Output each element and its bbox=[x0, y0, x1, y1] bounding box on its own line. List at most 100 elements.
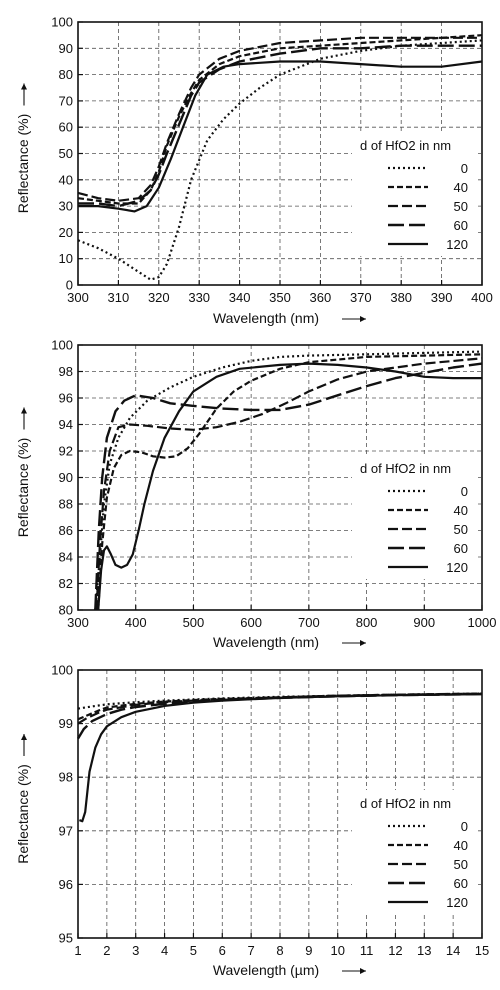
series-line-60 bbox=[76, 692, 483, 740]
y-tick-label: 84 bbox=[59, 550, 73, 565]
series-line-120 bbox=[78, 60, 483, 213]
chart-panel-1: 300 310 320 330 340 350 360 370 380 390 4000102030… bbox=[15, 15, 493, 327]
x-tick-label: 6 bbox=[219, 943, 226, 958]
y-axis-arrowhead-icon bbox=[21, 407, 27, 414]
legend-label-50: 50 bbox=[454, 522, 468, 537]
x-tick-label: 8 bbox=[276, 943, 283, 958]
x-tick-label: 2 bbox=[103, 943, 110, 958]
y-tick-label: 100 bbox=[51, 15, 73, 30]
x-tick-label: 11 bbox=[360, 943, 374, 958]
legend-label-60: 60 bbox=[454, 541, 468, 556]
x-tick-label: 310 bbox=[108, 290, 130, 305]
chart-panel-3: 1 2 3 4 5 6 7 8 9 10 11 12 13 14 159596979899100Wavele… bbox=[15, 663, 489, 979]
x-tick-label: 350 bbox=[269, 290, 291, 305]
legend-label-0: 0 bbox=[461, 161, 468, 176]
legend-background bbox=[352, 790, 478, 914]
y-tick-label: 70 bbox=[59, 93, 73, 108]
y-axis-label: Reflectance (%) bbox=[15, 114, 31, 214]
y-tick-label: 0 bbox=[66, 278, 73, 293]
legend-label-0: 0 bbox=[461, 819, 468, 834]
x-tick-label: 13 bbox=[417, 943, 431, 958]
y-axis-label: Reflectance (%) bbox=[15, 438, 31, 538]
y-tick-label: 88 bbox=[59, 497, 73, 512]
series-line-50 bbox=[95, 357, 483, 611]
y-tick-label: 90 bbox=[59, 470, 73, 485]
legend-label-120: 120 bbox=[446, 237, 468, 252]
x-tick-label: 400 bbox=[125, 615, 147, 630]
x-tick-label: 7 bbox=[248, 943, 255, 958]
x-tick-label: 9 bbox=[305, 943, 312, 958]
x-tick-label: 380 bbox=[390, 290, 412, 305]
legend-label-120: 120 bbox=[446, 895, 468, 910]
y-tick-label: 100 bbox=[51, 663, 73, 678]
x-tick-label: 600 bbox=[240, 615, 262, 630]
series-line-120 bbox=[97, 362, 482, 611]
y-tick-label: 96 bbox=[59, 877, 73, 892]
x-axis-label: Wavelength (nm) bbox=[213, 310, 319, 326]
legend-title: d of HfO2 in nm bbox=[360, 138, 451, 153]
y-tick-label: 82 bbox=[59, 576, 73, 591]
x-axis-arrowhead-icon bbox=[360, 316, 366, 322]
x-tick-label: 300 bbox=[67, 615, 89, 630]
y-tick-label: 90 bbox=[59, 41, 73, 56]
x-tick-label: 500 bbox=[183, 615, 205, 630]
x-tick-label: 400 bbox=[471, 290, 493, 305]
y-tick-label: 10 bbox=[59, 251, 73, 266]
x-tick-label: 360 bbox=[310, 290, 332, 305]
x-tick-label: 390 bbox=[431, 290, 453, 305]
legend-background bbox=[352, 132, 478, 256]
y-tick-label: 98 bbox=[59, 770, 73, 785]
x-tick-label: 300 bbox=[67, 290, 89, 305]
x-tick-label: 10 bbox=[330, 943, 344, 958]
x-tick-label: 370 bbox=[350, 290, 372, 305]
y-tick-label: 80 bbox=[59, 603, 73, 618]
legend: d of HfO2 in nm 0 40 50 60 120 bbox=[352, 790, 478, 914]
x-tick-label: 1000 bbox=[468, 615, 497, 630]
legend-label-50: 50 bbox=[454, 857, 468, 872]
y-tick-label: 96 bbox=[59, 391, 73, 406]
legend: d of HfO2 in nm 0 40 50 60 120 bbox=[352, 132, 478, 256]
y-tick-label: 94 bbox=[59, 417, 73, 432]
y-tick-label: 80 bbox=[59, 67, 73, 82]
legend-title: d of HfO2 in nm bbox=[360, 461, 451, 476]
x-axis-label: Wavelength (µm) bbox=[213, 962, 319, 978]
legend-label-0: 0 bbox=[461, 484, 468, 499]
x-tick-label: 1 bbox=[74, 943, 81, 958]
y-axis-arrowhead-icon bbox=[21, 83, 27, 90]
series-line-0 bbox=[94, 350, 483, 611]
x-tick-label: 340 bbox=[229, 290, 251, 305]
x-tick-label: 900 bbox=[413, 615, 435, 630]
x-tick-label: 3 bbox=[132, 943, 139, 958]
x-tick-label: 14 bbox=[446, 943, 460, 958]
x-axis-arrowhead-icon bbox=[360, 640, 366, 646]
chart-panel-2: 300 400 500 600 700 800 900 1000808284868890929… bbox=[15, 338, 496, 651]
series-line-60 bbox=[94, 362, 483, 611]
x-tick-label: 12 bbox=[388, 943, 402, 958]
legend-title: d of HfO2 in nm bbox=[360, 796, 451, 811]
y-axis-label: Reflectance (%) bbox=[15, 764, 31, 864]
legend-label-40: 40 bbox=[454, 838, 468, 853]
y-tick-label: 50 bbox=[59, 146, 73, 161]
y-tick-label: 98 bbox=[59, 364, 73, 379]
series-line-60 bbox=[78, 44, 482, 208]
x-tick-label: 320 bbox=[148, 290, 170, 305]
y-tick-label: 100 bbox=[51, 338, 73, 353]
series-line-120 bbox=[79, 693, 483, 823]
x-axis-arrowhead-icon bbox=[360, 968, 366, 974]
legend-background bbox=[352, 455, 478, 579]
legend-label-60: 60 bbox=[454, 218, 468, 233]
y-tick-label: 99 bbox=[59, 716, 73, 731]
series-line-50 bbox=[77, 36, 482, 202]
y-tick-label: 40 bbox=[59, 172, 73, 187]
y-tick-label: 95 bbox=[59, 931, 73, 946]
y-tick-label: 20 bbox=[59, 225, 73, 240]
x-tick-label: 700 bbox=[298, 615, 320, 630]
x-tick-label: 800 bbox=[356, 615, 378, 630]
legend-label-50: 50 bbox=[454, 199, 468, 214]
x-axis-label: Wavelength (nm) bbox=[213, 634, 319, 650]
x-tick-label: 4 bbox=[161, 943, 168, 958]
legend-label-60: 60 bbox=[454, 876, 468, 891]
legend-label-40: 40 bbox=[454, 503, 468, 518]
y-tick-label: 97 bbox=[59, 823, 73, 838]
